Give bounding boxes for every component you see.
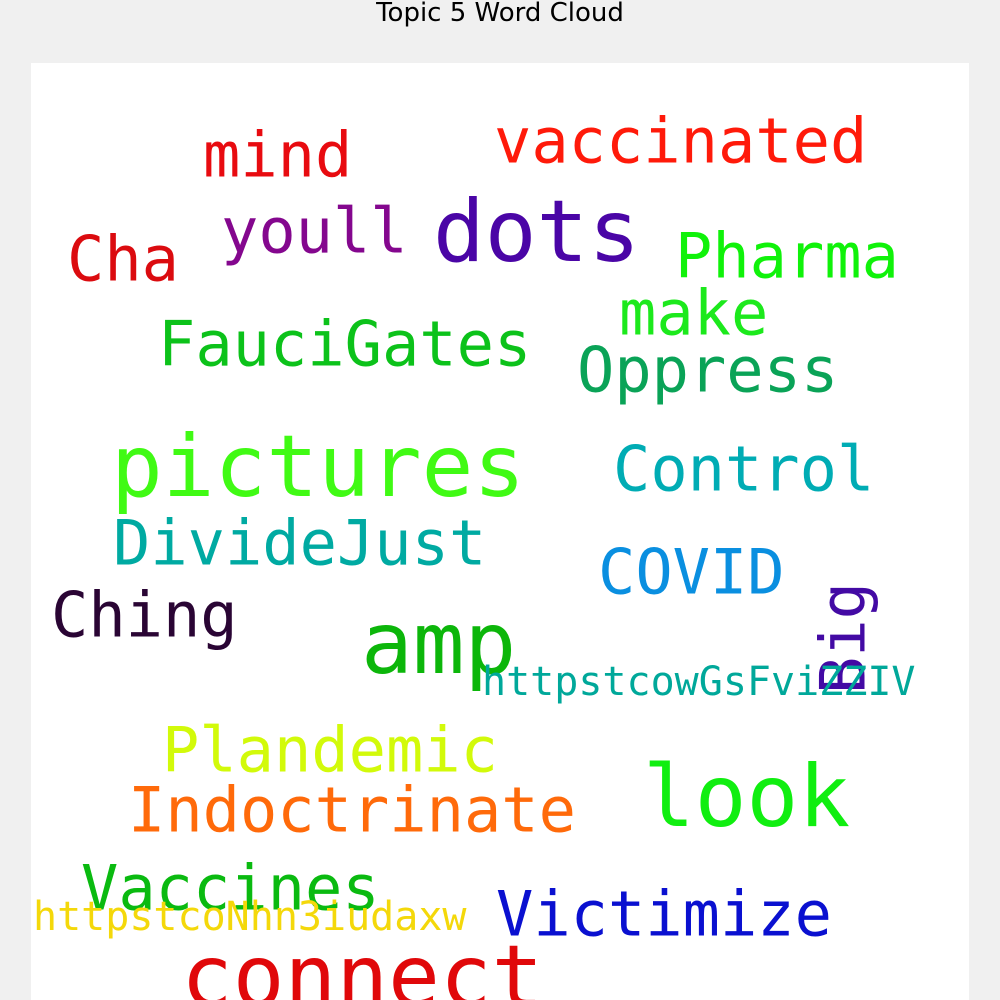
word-amp: amp bbox=[361, 594, 516, 694]
word-plandemic: Plandemic bbox=[162, 713, 498, 786]
word-indoctrinate: Indoctrinate bbox=[128, 773, 576, 846]
word-pharma: Pharma bbox=[675, 219, 899, 292]
word-mind: mind bbox=[203, 118, 352, 191]
word-control: Control bbox=[613, 432, 874, 505]
word-dividejust: DivideJust bbox=[113, 506, 486, 579]
word-httpstcowgsfvizziv: httpstcowGsFviZZIV bbox=[482, 659, 915, 705]
word-pictures: pictures bbox=[111, 417, 525, 517]
word-connect: connect bbox=[181, 927, 543, 1000]
chart-title: Topic 5 Word Cloud bbox=[376, 0, 624, 28]
word-httpstconhn3iudaxw: httpstcoNhn3iudaxw bbox=[33, 894, 467, 940]
word-ching: Ching bbox=[51, 578, 238, 651]
word-big: Big bbox=[807, 582, 880, 694]
word-covid: COVID bbox=[598, 535, 785, 608]
word-youll: youll bbox=[221, 194, 408, 267]
word-dots: dots bbox=[433, 182, 640, 282]
word-look: look bbox=[643, 747, 850, 847]
word-faucigates: FauciGates bbox=[158, 307, 531, 380]
word-victimize: Victimize bbox=[496, 877, 832, 950]
word-vaccines: Vaccines bbox=[81, 851, 380, 924]
word-cloud-canvas: vaccinated mind youll dots Cha Pharma make Fauc… bbox=[31, 63, 969, 1000]
word-make: make bbox=[619, 276, 768, 349]
word-cha: Cha bbox=[67, 222, 179, 295]
word-vaccinated: vaccinated bbox=[494, 104, 867, 177]
word-oppress: Oppress bbox=[577, 333, 838, 406]
